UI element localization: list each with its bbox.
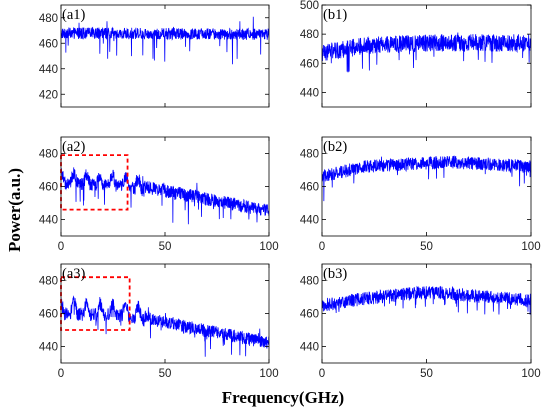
x-tick-label-a3-2: 100 [259, 368, 278, 380]
panel-label-b2: (b2) [323, 139, 347, 155]
panel-a2: 440 460 480 0 50 100 (a2) [39, 136, 279, 253]
x-tick-label-a2-2: 100 [259, 241, 278, 253]
panel-label-b3: (b3) [323, 266, 347, 282]
x-tick-label-b3-1: 50 [420, 368, 433, 380]
series-line-b1 [322, 32, 531, 73]
axes-frame-b3 [321, 263, 532, 364]
y-tick-label-a1-2: 460 [39, 38, 58, 50]
panel-a1: 420 440 460 480 (a1) [39, 4, 270, 108]
y-tick-label-b1-2: 480 [300, 29, 319, 41]
series-line-a2 [61, 167, 269, 225]
y-tick-label-a2-0: 440 [39, 215, 58, 227]
y-tick-label-a3-2: 480 [39, 276, 58, 288]
x-tick-label-b3-2: 100 [521, 368, 540, 380]
x-axis-label: Frequency(GHz) [222, 388, 344, 407]
y-tick-label-b1-3: 500 [300, 0, 319, 12]
series-line-b2 [322, 155, 531, 202]
x-tick-label-b2-1: 50 [420, 241, 433, 253]
y-tick-label-b3-2: 480 [300, 276, 319, 288]
panel-label-b1: (b1) [323, 7, 347, 23]
series-line-a1 [61, 16, 269, 65]
x-tick-label-a3-0: 0 [58, 368, 64, 380]
y-axis-label: Power(a.u.) [5, 168, 24, 252]
y-tick-label-b2-2: 480 [300, 149, 319, 161]
y-tick-label-a2-1: 460 [39, 182, 58, 194]
y-tick-label-a1-3: 480 [39, 13, 58, 25]
series-line-b3 [322, 285, 531, 315]
panel-label-a3: (a3) [62, 266, 86, 282]
highlight-box-a2 [60, 154, 129, 211]
axes-frame-a3 [60, 263, 270, 364]
panel-b2: 440 460 480 0 50 100 (b2) [300, 136, 541, 253]
x-tick-label-b2-0: 0 [319, 241, 325, 253]
y-tick-label-b2-1: 460 [300, 182, 319, 194]
panel-a3: 440 460 480 0 50 100 (a3) [39, 263, 279, 380]
panel-label-a1: (a1) [62, 7, 86, 23]
x-tick-label-b3-0: 0 [319, 368, 325, 380]
axes-frame-b1 [321, 4, 532, 108]
x-tick-label-a2-0: 0 [58, 241, 64, 253]
series-line-a3 [61, 295, 269, 357]
x-tick-label-b2-2: 100 [521, 241, 540, 253]
x-tick-label-a2-1: 50 [159, 241, 172, 253]
y-tick-label-b2-0: 440 [300, 215, 319, 227]
axes-frame-b2 [321, 136, 532, 237]
highlight-box-a3 [60, 276, 131, 331]
panel-b1: 440 460 480 500 (b1) [300, 0, 532, 108]
y-tick-label-a3-1: 460 [39, 309, 58, 321]
y-tick-label-a3-0: 440 [39, 342, 58, 354]
y-tick-label-b3-1: 460 [300, 309, 319, 321]
y-tick-label-b1-1: 460 [300, 58, 319, 70]
y-tick-label-a1-0: 420 [39, 89, 58, 101]
y-tick-label-b3-0: 440 [300, 342, 319, 354]
y-tick-label-a1-1: 440 [39, 64, 58, 76]
panel-b3: 440 460 480 0 50 100 (b3) [300, 263, 541, 380]
x-tick-label-a3-1: 50 [159, 368, 172, 380]
y-tick-label-a2-2: 480 [39, 149, 58, 161]
panel-label-a2: (a2) [62, 139, 86, 155]
y-tick-label-b1-0: 440 [300, 87, 319, 99]
